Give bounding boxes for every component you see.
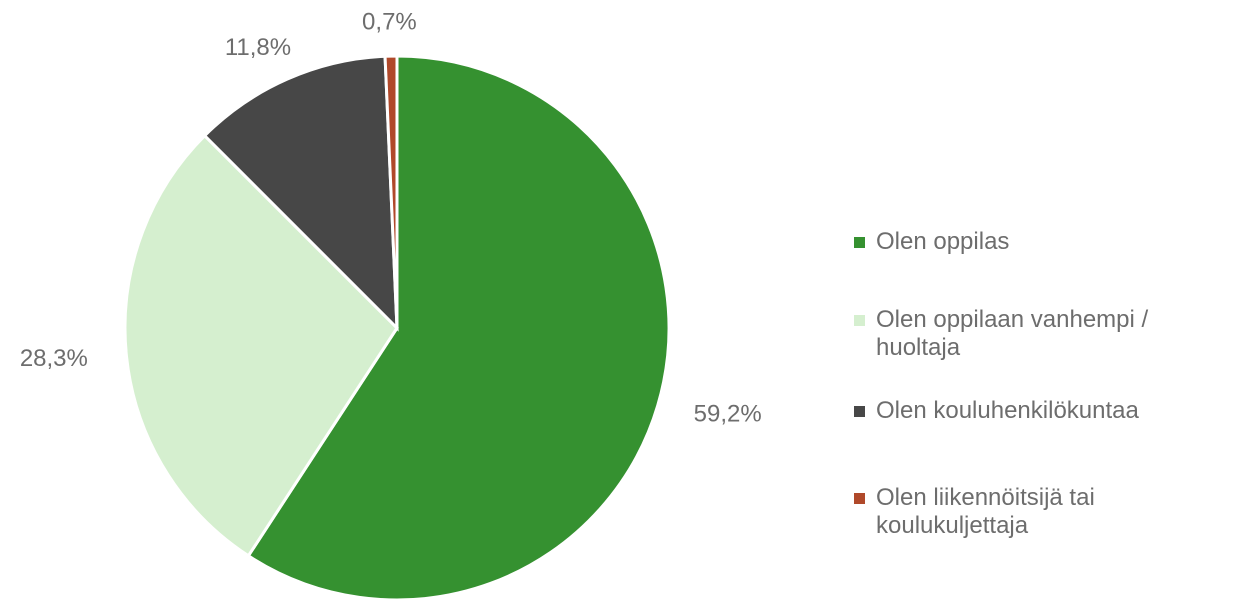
legend-item: Olen oppilas <box>852 228 1237 256</box>
legend-item: Olen liikennöitsijä tai koulukuljettaja <box>852 484 1237 540</box>
pie-slice <box>123 133 399 558</box>
legend-item: Olen oppilaan vanhempi / huoltaja <box>852 306 1237 362</box>
data-label: 11,8% <box>225 34 291 61</box>
data-label: 0,7% <box>362 8 417 35</box>
legend-item: Olen kouluhenkilökuntaa <box>852 397 1237 425</box>
legend-label: Olen liikennöitsijä tai koulukuljettaja <box>876 484 1095 539</box>
legend-swatch <box>854 493 865 504</box>
legend-swatch <box>854 406 865 417</box>
pie-slice <box>246 54 671 602</box>
pie-slice <box>202 54 399 332</box>
data-label: 28,3% <box>20 345 88 372</box>
legend-label: Olen oppilas <box>876 228 1010 255</box>
legend-swatch <box>854 315 865 326</box>
legend-label: Olen kouluhenkilökuntaa <box>876 397 1139 424</box>
pie-slice <box>383 54 399 329</box>
data-label: 59,2% <box>694 400 762 427</box>
legend-label: Olen oppilaan vanhempi / huoltaja <box>876 306 1149 361</box>
legend-swatch <box>854 237 865 248</box>
